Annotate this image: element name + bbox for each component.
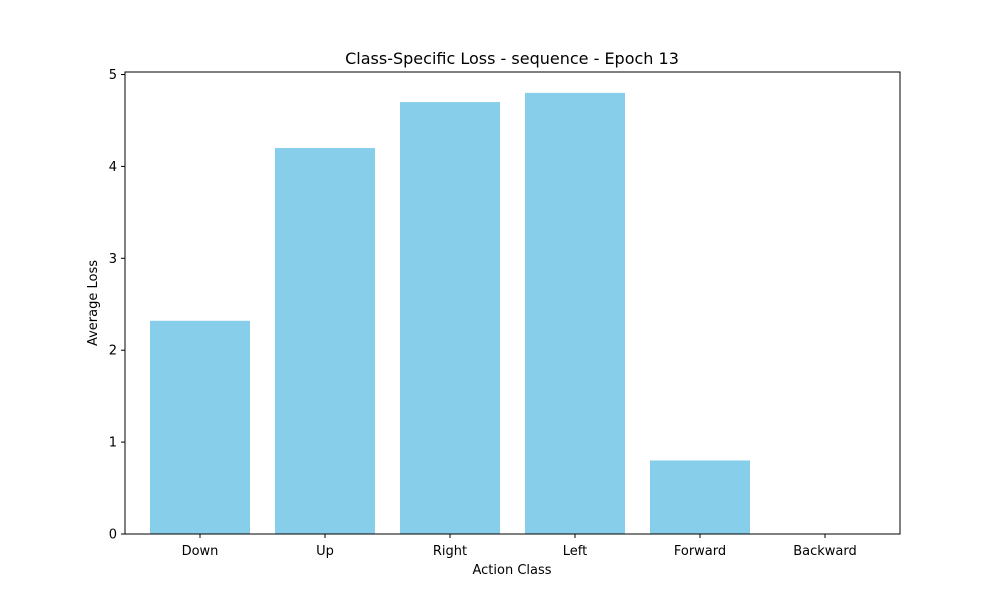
x-tick-label-up: Up [316,544,334,559]
x-tick-label-down: Down [182,544,219,559]
bar-left [525,92,625,534]
y-tick-label-4: 4 [109,160,117,175]
x-axis-label: Action Class [472,563,551,578]
x-axis: Down Up Right Left Forward Backward [182,534,857,559]
y-tick-label-5: 5 [109,68,117,83]
y-tick-label-3: 3 [109,252,117,267]
y-tick-label-0: 0 [109,528,117,543]
bars-group [150,92,750,534]
y-axis: 0 1 2 3 4 5 [109,68,125,543]
y-tick-label-2: 2 [109,344,117,359]
plot-frame [124,71,901,535]
y-tick-label-1: 1 [109,436,117,451]
bar-up [275,148,375,534]
y-axis-label: Average Loss [86,260,101,346]
x-tick-label-right: Right [433,544,467,559]
bar-forward [650,460,750,534]
x-tick-label-backward: Backward [793,544,857,559]
chart-title: Class-Specific Loss - sequence - Epoch 1… [345,49,679,68]
x-tick-label-left: Left [563,544,587,559]
bar-right [400,102,500,534]
x-tick-label-forward: Forward [674,544,726,559]
bar-down [150,320,250,534]
